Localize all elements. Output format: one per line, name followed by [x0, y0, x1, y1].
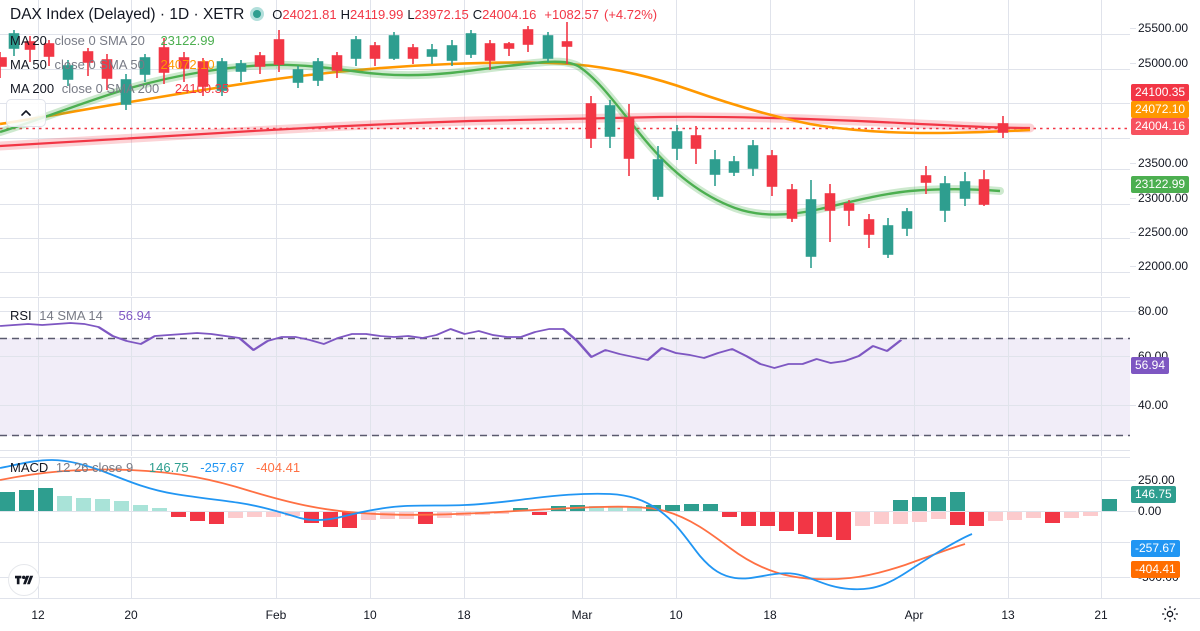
last-price-tag[interactable]: 24004.16	[1131, 118, 1190, 135]
ohlc-h-value: 24119.99	[350, 7, 404, 22]
ohlc-l-label: L	[407, 7, 415, 22]
price-tick-22500: 22500.00	[1138, 225, 1189, 239]
time-label-0: 12	[31, 608, 45, 622]
ohlc-l-value: 23972.15	[414, 7, 469, 22]
macd-hist-tag[interactable]: 146.75	[1131, 486, 1176, 503]
tradingview-logo[interactable]	[8, 564, 40, 596]
ma20-price-tag[interactable]: 23122.99	[1131, 176, 1190, 193]
time-label-9: 13	[1001, 608, 1015, 622]
macd-line	[0, 459, 973, 591]
market-status-dot	[250, 7, 265, 21]
rsi-legend-params: 14 SMA 14	[39, 308, 103, 323]
ma200-legend[interactable]: MA 200 close 0 SMA 200 24100.35	[10, 81, 229, 96]
rsi-grid-horizontal	[0, 311, 1130, 451]
macd-pane[interactable]: MACD 12 26 close 9 146.75 -257.67 -404.4…	[0, 458, 1130, 598]
macd-grid-horizontal	[0, 480, 1130, 578]
ma20-legend-value: 23122.99	[160, 33, 215, 48]
time-label-1: 20	[124, 608, 138, 622]
macd-tick-250: 250.00	[1138, 473, 1175, 487]
rsi-value-tag[interactable]: 56.94	[1131, 357, 1170, 374]
macd-tick-0: 0.00	[1138, 504, 1162, 518]
ohlc-o-value: 24021.81	[282, 7, 337, 22]
rsi-chart-svg	[0, 298, 1130, 456]
ma50-legend-value: 24072.10	[160, 57, 215, 72]
gear-icon[interactable]	[1160, 604, 1180, 624]
macd-grid-vertical	[38, 458, 1102, 598]
ma200-legend-params: close 0 SMA 200	[61, 81, 160, 96]
ohlc-change-pct: (+4.72%)	[604, 7, 658, 22]
macd-legend-signal-value: -404.41	[255, 460, 301, 475]
ohlc-change: +1082.57	[544, 7, 599, 22]
ma50-price-tag[interactable]: 24072.10	[1131, 101, 1190, 118]
time-label-7: 18	[763, 608, 777, 622]
price-tick-23000: 23000.00	[1138, 191, 1189, 205]
ma200-legend-title: MA 200	[10, 81, 55, 96]
macd-histogram-recent	[893, 492, 965, 511]
macd-legend-macd-value: -257.67	[200, 460, 245, 475]
time-label-4: 18	[457, 608, 471, 622]
ma200-line	[0, 115, 1031, 148]
time-label-2: Feb	[265, 608, 287, 622]
time-label-6: 10	[669, 608, 683, 622]
rsi-line	[0, 322, 903, 369]
price-tick-25500: 25500.00	[1138, 21, 1189, 35]
ma200-price-tag[interactable]: 24100.35	[1131, 84, 1190, 101]
ma20-legend-params: close 0 SMA 20	[54, 33, 145, 48]
ohlc-c-label: C	[472, 7, 483, 22]
time-label-8: Apr	[904, 608, 924, 622]
ohlc-h-label: H	[340, 7, 351, 22]
time-axis[interactable]: 12 20 Feb 10 18 Mar 10 18 Apr 13 21	[0, 598, 1200, 631]
time-label-3: 10	[363, 608, 377, 622]
price-tick-25000: 25000.00	[1138, 56, 1189, 70]
macd-line-tag[interactable]: -257.67	[1131, 540, 1180, 557]
rsi-legend-value: 56.94	[118, 308, 152, 323]
ma200-legend-value: 24100.35	[174, 81, 230, 96]
ma20-legend-title: MA 20	[10, 33, 47, 48]
rsi-tick-40: 40.00	[1138, 398, 1169, 412]
rsi-tick-80: 80.00	[1138, 304, 1169, 318]
price-tick-22000: 22000.00	[1138, 259, 1189, 273]
macd-signal-tag[interactable]: -404.41	[1131, 561, 1180, 578]
rsi-legend[interactable]: RSI 14 SMA 14 56.94	[10, 308, 151, 323]
rsi-legend-title: RSI	[10, 308, 32, 323]
symbol-legend[interactable]: DAX Index (Delayed) · 1D · XETR O24021.81…	[10, 5, 657, 24]
ma50-legend-params: close 0 SMA 50	[54, 57, 145, 72]
candlestick-series	[0, 22, 1009, 268]
ohlc-values: O24021.81 H24119.99 L23972.15 C24004.16 +108…	[272, 7, 657, 22]
price-chart-svg	[0, 0, 1130, 296]
ma50-legend[interactable]: MA 50 close 0 SMA 50 24072.10	[10, 57, 215, 72]
pane-divider-rsi-macd	[0, 457, 1200, 458]
price-axis[interactable]: 25500.00 25000.00 23500.00 23000.00 2250…	[1130, 0, 1200, 598]
tradingview-logo-icon	[14, 575, 33, 584]
ma50-legend-title: MA 50	[10, 57, 47, 72]
ohlc-o-label: O	[272, 7, 283, 22]
collapse-pane-button[interactable]	[6, 99, 46, 127]
price-tick-23500: 23500.00	[1138, 156, 1189, 170]
time-label-5: Mar	[571, 608, 593, 622]
macd-legend-title: MACD	[10, 460, 49, 475]
ma50-line	[0, 61, 1031, 135]
macd-legend-params: 12 26 close 9	[55, 460, 134, 475]
macd-signal-line	[0, 468, 966, 581]
price-pane[interactable]: DAX Index (Delayed) · 1D · XETR O24021.81…	[0, 0, 1130, 296]
macd-legend[interactable]: MACD 12 26 close 9 146.75 -257.67 -404.4…	[10, 460, 300, 475]
rsi-pane[interactable]: RSI 14 SMA 14 56.94	[0, 298, 1130, 456]
chevron-up-icon	[21, 110, 31, 116]
symbol-title: DAX Index (Delayed) · 1D · XETR	[10, 6, 245, 23]
macd-chart-svg	[0, 458, 1130, 598]
rsi-band-fill	[0, 338, 1130, 436]
time-label-10: 21	[1094, 608, 1108, 622]
price-grid-horizontal	[0, 34, 1130, 273]
ma20-legend[interactable]: MA 20 close 0 SMA 20 23122.99	[10, 33, 215, 48]
pane-divider-price-rsi	[0, 297, 1200, 298]
ohlc-c-value: 24004.16	[482, 7, 537, 22]
macd-legend-hist-value: 146.75	[148, 460, 189, 475]
